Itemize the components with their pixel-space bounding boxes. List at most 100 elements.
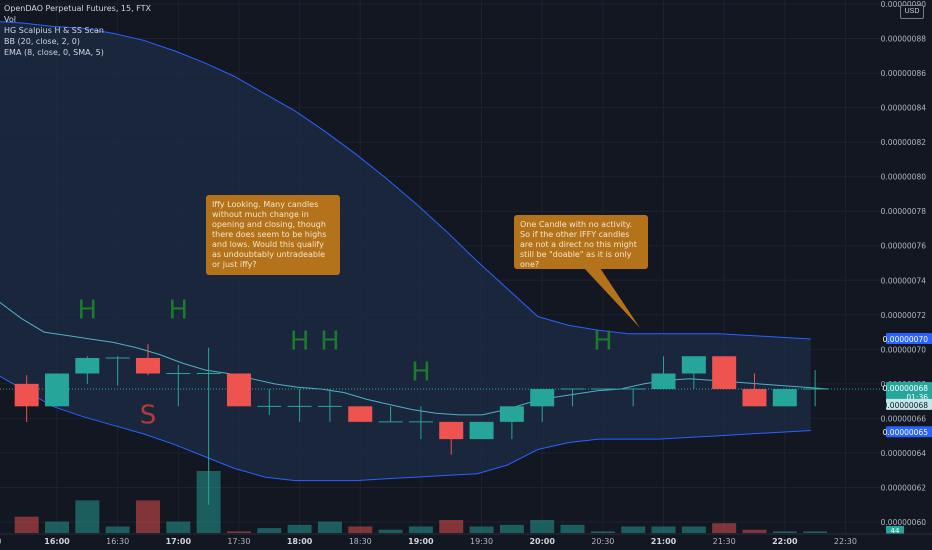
legend-indicator-scalpius[interactable]: HG Scalpius H & SS Scan: [4, 26, 104, 35]
volume-bar: [317, 521, 342, 533]
candle-body: [135, 357, 160, 374]
h-marker: H: [320, 326, 340, 356]
volume-bar: [712, 523, 737, 533]
currency-label[interactable]: USD: [900, 5, 924, 19]
candle: [560, 388, 585, 407]
h-marker: H: [411, 357, 431, 387]
volume-bar: [348, 526, 373, 533]
candles: [14, 344, 828, 505]
price-label-bg: [886, 398, 932, 410]
candle-body: [742, 389, 767, 407]
volume-bar: [651, 526, 676, 533]
volume-bar: [226, 531, 251, 533]
price-label-bg: [886, 382, 932, 394]
h-marker: H: [169, 295, 189, 325]
time-tick-label: 16:30: [106, 537, 129, 546]
bollinger-band-fill: [0, 21, 811, 481]
legend-indicator-ema[interactable]: EMA (8, close, 0, SMA, 5): [4, 48, 104, 57]
annotation-note-iffy-text: Iffy Looking. Many candles without much …: [212, 200, 327, 269]
volume-bar: [772, 531, 797, 533]
candle: [75, 356, 100, 384]
price-label-bb_upper: 0.00000070: [883, 332, 932, 344]
bollinger-lower-band: [0, 375, 811, 482]
candle-body: [439, 421, 464, 440]
price-tick-label: 0.00000084: [881, 104, 927, 113]
price-label-last: 0.00000068: [883, 382, 932, 394]
candle: [135, 344, 160, 376]
volume-bar: [287, 524, 312, 533]
price-tick-label: 0.00000080: [881, 173, 927, 182]
candle-body: [712, 356, 737, 390]
annotation-note-iffy[interactable]: Iffy Looking. Many candles without much …: [206, 195, 340, 275]
bollinger-upper-band: [0, 21, 811, 340]
price-label-ema: 0.00000068: [883, 398, 932, 410]
legend-title[interactable]: OpenDAO Perpetual Futures, 15, FTX: [4, 4, 152, 13]
volume-bar: [14, 516, 39, 533]
h-marker: H: [78, 295, 98, 325]
candle: [105, 356, 130, 386]
candle-body: [348, 406, 373, 422]
volume-label-bg: [886, 526, 904, 535]
volume-bar: [257, 528, 282, 533]
time-tick-label: 18:00: [287, 537, 313, 546]
time-tick-label: 21:30: [713, 537, 736, 546]
price-label-text: 0.00000070: [883, 335, 929, 344]
candle: [499, 406, 524, 440]
annotation-note-no-activity-text: One Candle with no activity. So if the o…: [520, 220, 637, 269]
price-label-text: 0.00000065: [883, 428, 929, 437]
candle: [287, 389, 312, 422]
time-tick-label: 30: [0, 537, 1, 546]
volume-bar: [560, 524, 585, 533]
h-marker: H: [593, 326, 613, 356]
price-tick-label: 0.00000090: [881, 0, 927, 9]
price-tick-label: 0.00000088: [881, 35, 927, 44]
volume-bar: [681, 526, 706, 533]
volume-label-text: 44: [891, 527, 900, 535]
volume-bar: [166, 521, 191, 533]
annotation-note-no-activity[interactable]: One Candle with no activity. So if the o…: [514, 215, 648, 269]
price-tick-label: 0.00000066: [881, 414, 927, 423]
ema-line: [0, 301, 829, 416]
price-axis: 0.00000060 0.00000062 0.00000064 0.00000066…: [881, 0, 932, 550]
legend-indicator-bb[interactable]: BB (20, close, 2, 0): [4, 37, 80, 46]
candle: [530, 389, 555, 422]
price-tick-label: 0.00000072: [881, 311, 927, 320]
volume-bar: [75, 500, 100, 533]
candle: [712, 356, 737, 390]
candle: [651, 356, 676, 390]
time-tick-label: 19:30: [470, 537, 493, 546]
chart-legend: OpenDAO Perpetual Futures, 15, FTX Vol H…: [4, 3, 151, 58]
price-label-bg: [886, 426, 932, 438]
time-tick-label: 19:00: [408, 537, 434, 546]
candle: [45, 373, 69, 407]
candle: [469, 421, 494, 440]
h-marker: H: [290, 326, 310, 356]
candle: [408, 406, 433, 440]
price-tick-label: 0.00000082: [881, 138, 927, 147]
time-tick-label: 18:30: [349, 537, 372, 546]
volume-bars: [14, 471, 828, 533]
candle-body: [75, 357, 100, 374]
candle-body: [772, 389, 797, 407]
price-label-bg: [886, 332, 932, 344]
legend-volume[interactable]: Vol: [4, 15, 16, 24]
price-axis-background: [884, 0, 932, 550]
time-tick-label: 16:00: [44, 537, 70, 546]
time-axis: 30 16:00 16:30 17:00 17:30 18:00 18:30 19:00 19:…: [0, 533, 932, 550]
candle: [681, 356, 706, 390]
candle-body: [469, 421, 494, 440]
price-tick-label: 0.00000064: [881, 449, 927, 458]
price-label-bb_lower: 0.00000065: [883, 426, 932, 438]
candle: [621, 388, 646, 407]
candle: [348, 406, 373, 422]
volume-bar: [590, 531, 615, 533]
volume-bar: [135, 500, 160, 533]
price-tick-label: 0.00000086: [881, 69, 927, 78]
price-tick-label: 0.00000062: [881, 483, 927, 492]
candle: [196, 347, 221, 505]
price-label-text: 0.00000068: [883, 401, 929, 410]
price-tick-label: 0.00000076: [881, 242, 927, 251]
